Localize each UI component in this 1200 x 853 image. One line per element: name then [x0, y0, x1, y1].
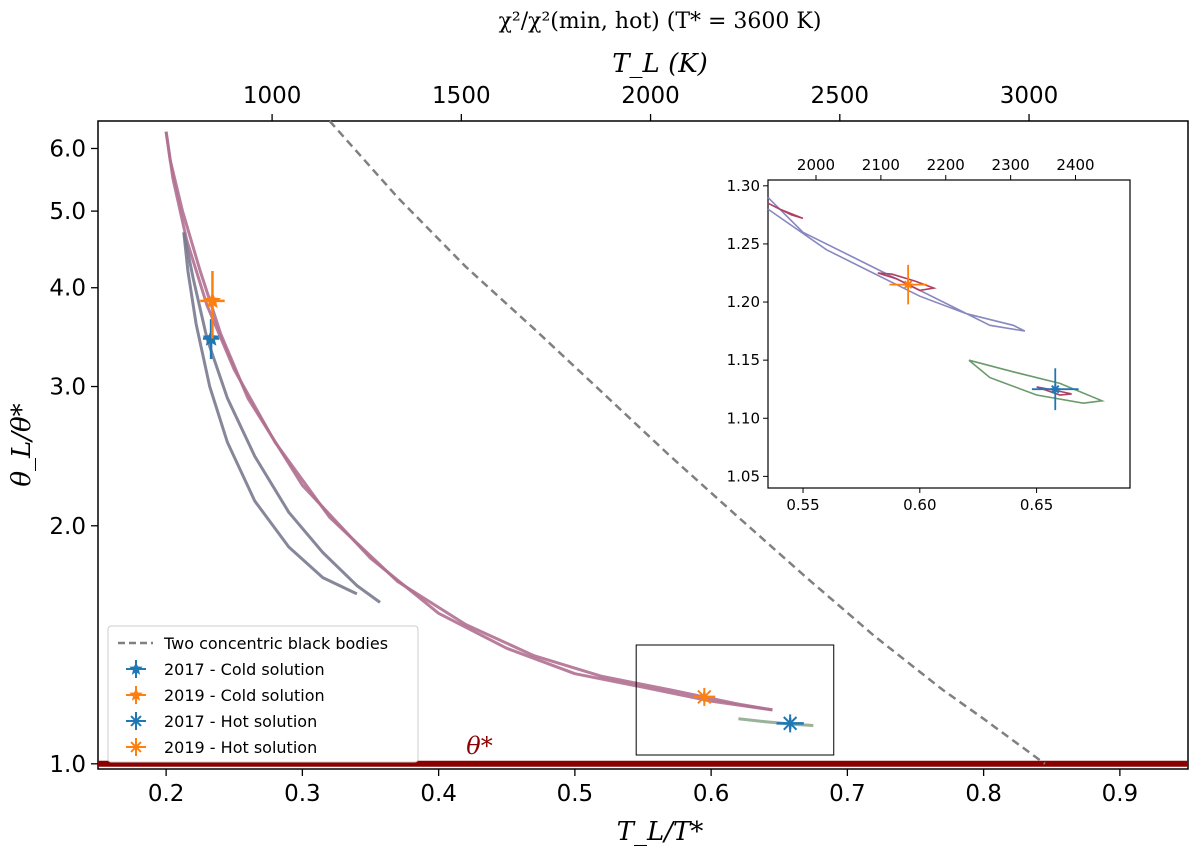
contour-curve — [182, 232, 358, 596]
inset-x-tick-label: 0.65 — [1020, 496, 1053, 514]
black-body-line — [328, 120, 1046, 765]
asterisk-marker — [697, 689, 712, 705]
theta-star-label: θ* — [466, 732, 492, 760]
top-tick-label: 3000 — [1000, 83, 1059, 109]
x-tick-label: 0.2 — [148, 781, 185, 807]
inset-plot: 0.55 0.60 0.65 1.05 1.10 1.15 1.20 1.25 1.30 2000… — [727, 156, 1131, 514]
asterisk-marker — [783, 716, 798, 731]
inset-y-tick-label: 1.10 — [727, 409, 760, 427]
inset-frame — [767, 179, 1131, 489]
legend: Two concentric black bodies 2017 - Cold s… — [107, 625, 419, 763]
x-tick-label: 0.9 — [1102, 781, 1139, 807]
inset-top-tick-label: 2400 — [1056, 156, 1094, 174]
inset-contour — [767, 196, 1026, 332]
inset-top-tick-label: 2000 — [797, 156, 835, 174]
inset-contour — [877, 272, 937, 292]
x-tick-label: 0.4 — [420, 781, 457, 807]
top-tick-label: 1500 — [432, 83, 491, 109]
inset-contour — [767, 202, 804, 220]
y-tick-label: 1.0 — [49, 752, 86, 778]
inset-top-tick-label: 2300 — [992, 156, 1030, 174]
zoom-box — [635, 644, 835, 756]
chart-title: χ²/χ²(min, hot) (T* = 3600 K) — [499, 9, 822, 34]
star-marker — [129, 688, 143, 701]
inset-y-tick-label: 1.25 — [727, 235, 760, 253]
legend-label: 2017 - Cold solution — [164, 660, 325, 679]
asterisk-marker — [1051, 384, 1060, 394]
legend-label: 2017 - Hot solution — [164, 712, 317, 731]
inset-y-tick-label: 1.15 — [727, 351, 760, 369]
x-axis-label: T_L/T* — [617, 817, 704, 847]
star-marker — [202, 329, 220, 346]
plot-frame — [97, 120, 1189, 770]
x-tick-label: 0.8 — [965, 781, 1002, 807]
y-tick-label: 4.0 — [49, 276, 86, 302]
top-tick-label: 2500 — [811, 83, 870, 109]
legend-label: 2019 - Cold solution — [164, 686, 325, 705]
x-tick-label: 0.5 — [557, 781, 594, 807]
inset-top-tick-label: 2200 — [927, 156, 965, 174]
top-axis-label: T_L (K) — [612, 49, 708, 79]
y-tick-label: 3.0 — [49, 375, 86, 401]
main-plot: 0.2 0.3 0.4 0.5 0.6 0.7 0.8 0.9 1.0 2.0 3.0 4.0 5.0 6… — [49, 83, 1189, 807]
contour-curve — [182, 231, 381, 604]
inset-x-tick-label: 0.55 — [786, 496, 819, 514]
inset-contour — [968, 359, 1106, 405]
y-tick-label: 6.0 — [49, 136, 86, 162]
x-tick-label: 0.6 — [693, 781, 730, 807]
y-tick-label: 2.0 — [49, 514, 86, 540]
inset-top-tick-label: 2100 — [862, 156, 900, 174]
legend-label: 2019 - Hot solution — [164, 738, 317, 757]
top-tick-label: 1000 — [243, 83, 302, 109]
y-tick-label: 5.0 — [49, 199, 86, 225]
y-axis-label: θ_L/θ* — [7, 403, 37, 486]
legend-frame — [107, 625, 419, 763]
inset-y-tick-label: 1.05 — [727, 467, 760, 485]
inset-x-tick-label: 0.60 — [903, 496, 936, 514]
x-tick-label: 0.7 — [829, 781, 866, 807]
asterisk-marker — [903, 280, 913, 289]
top-tick-label: 2000 — [621, 83, 680, 109]
inset-y-tick-label: 1.20 — [727, 293, 760, 311]
contour-curve — [164, 131, 773, 712]
x-tick-label: 0.3 — [284, 781, 321, 807]
legend-label: Two concentric black bodies — [163, 634, 388, 653]
contour-curve — [164, 131, 773, 712]
asterisk-marker — [130, 715, 142, 727]
star-marker — [203, 291, 221, 309]
asterisk-marker — [130, 741, 142, 753]
inset-y-tick-label: 1.30 — [727, 177, 760, 195]
star-marker — [129, 662, 143, 675]
